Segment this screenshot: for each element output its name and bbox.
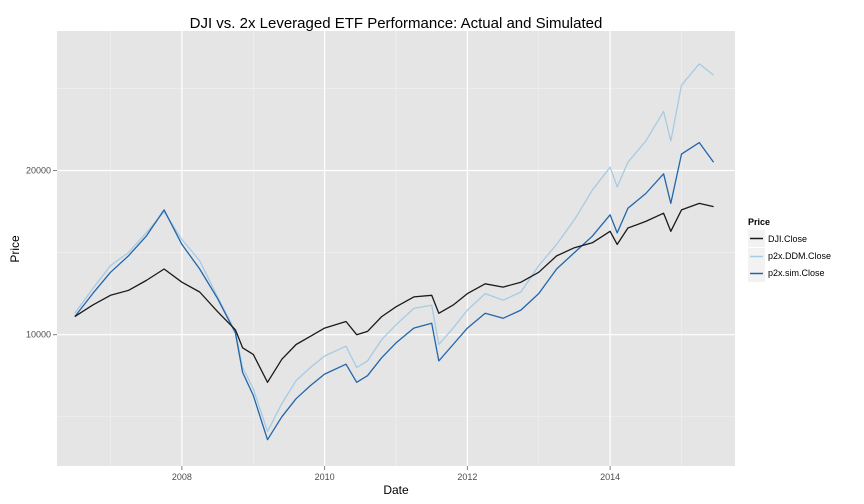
legend: Price DJI.Close p2x.DDM.Close p2x.sim.Cl…: [748, 217, 831, 282]
legend-title: Price: [748, 217, 770, 227]
x-tick-label: 2014: [600, 472, 620, 482]
series-lines: [74, 63, 715, 441]
x-tick-label: 2010: [315, 472, 335, 482]
legend-label-ddm: p2x.DDM.Close: [768, 251, 831, 261]
y-tick-label: 20000: [26, 166, 51, 176]
x-axis-title: Date: [383, 483, 409, 497]
series-line-dji-close: [74, 202, 714, 383]
chart-title: DJI vs. 2x Leveraged ETF Performance: Ac…: [190, 15, 603, 32]
grid-minor: [57, 31, 735, 466]
series-line-p2x-sim-close: [74, 141, 715, 441]
y-axis-title: Price: [8, 235, 22, 263]
legend-label-dji: DJI.Close: [768, 234, 807, 244]
x-tick-label: 2008: [172, 472, 192, 482]
legend-swatches: [750, 237, 763, 275]
y-tick-label: 10000: [26, 330, 51, 340]
x-tick-label: 2012: [457, 472, 477, 482]
y-axis-ticks: 10000 20000: [26, 166, 57, 340]
x-axis-ticks: 2008 2010 2012 2014: [172, 466, 620, 482]
series-line-p2x-ddm-close: [74, 63, 715, 433]
grid-major: [57, 31, 735, 466]
legend-label-sim: p2x.sim.Close: [768, 268, 825, 278]
